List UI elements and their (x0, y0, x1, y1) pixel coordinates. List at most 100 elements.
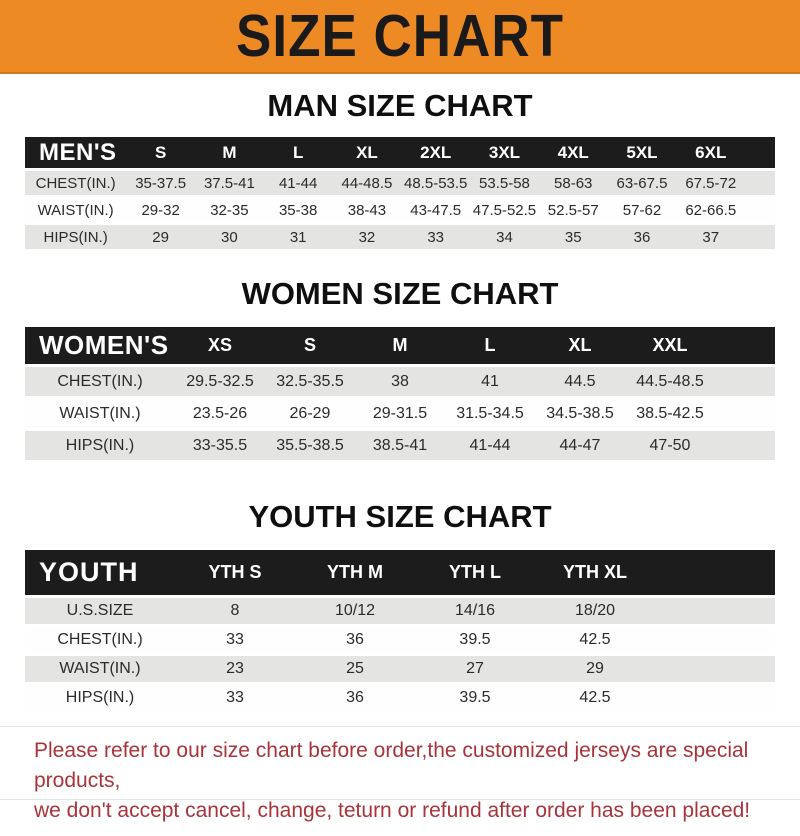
column-header: L (263, 137, 333, 168)
section-men: MAN SIZE CHART MEN'S S M L XL 2XL 3XL 4XL 5XL 6XL C… (0, 88, 800, 252)
column-header: XXL (625, 327, 715, 364)
row-label: WAIST(IN.) (25, 399, 175, 428)
women-size-table: WOMEN'S XS S M L XL XXL CHEST(IN.) 29.5-32.5 32.5… (25, 324, 775, 463)
size-cell: 39.5 (415, 685, 535, 711)
table-row: CHEST(IN.) 35-37.5 37.5-41 41-44 44-48.5 48.5… (25, 171, 775, 195)
filler-cell (745, 225, 775, 249)
row-label: HIPS(IN.) (25, 685, 175, 711)
filler-cell (715, 327, 775, 364)
size-cell: 23 (175, 656, 295, 682)
filler-cell (715, 367, 775, 396)
filler-cell (715, 399, 775, 428)
section-women: WOMEN SIZE CHART WOMEN'S XS S M L XL XXL CHEST(I… (0, 276, 800, 463)
notice-line-1: Please refer to our size chart before or… (34, 739, 749, 792)
size-cell: 63-67.5 (607, 171, 677, 195)
size-cell: 38 (355, 367, 445, 396)
size-cell: 48.5-53.5 (401, 171, 471, 195)
size-cell: 31 (263, 225, 333, 249)
size-cell: 39.5 (415, 627, 535, 653)
row-label: WAIST(IN.) (25, 656, 175, 682)
row-label: WAIST(IN.) (25, 198, 127, 222)
size-cell: 33-35.5 (175, 431, 265, 460)
size-cell: 18/20 (535, 598, 655, 624)
size-cell: 38-43 (332, 198, 402, 222)
table-row: CHEST(IN.) 33 36 39.5 42.5 (25, 627, 775, 653)
column-header: YTH L (415, 550, 535, 595)
size-cell: 43-47.5 (401, 198, 471, 222)
size-cell: 29.5-32.5 (175, 367, 265, 396)
column-header: S (126, 137, 196, 168)
size-cell: 23.5-26 (175, 399, 265, 428)
column-header: 2XL (401, 137, 471, 168)
size-cell: 47.5-52.5 (470, 198, 539, 222)
row-label: CHEST(IN.) (25, 367, 175, 396)
filler-cell (745, 137, 775, 168)
section-title-youth: YOUTH SIZE CHART (248, 499, 552, 534)
size-cell: 34 (470, 225, 539, 249)
size-cell: 41 (445, 367, 535, 396)
size-cell: 35-38 (263, 198, 333, 222)
filler-cell (745, 198, 775, 222)
size-cell: 8 (175, 598, 295, 624)
filler-cell (655, 656, 775, 682)
size-cell: 27 (415, 656, 535, 682)
column-header: XS (175, 327, 265, 364)
section-title-women: WOMEN SIZE CHART (241, 276, 559, 311)
footer-notice: Please refer to our size chart before or… (0, 726, 800, 836)
column-header: 6XL (676, 137, 746, 168)
row-label: U.S.SIZE (25, 598, 175, 624)
group-label-women: WOMEN'S (25, 327, 175, 364)
size-cell: 33 (175, 685, 295, 711)
size-cell: 32 (332, 225, 402, 249)
column-header: 4XL (538, 137, 608, 168)
size-cell: 42.5 (535, 627, 655, 653)
column-header: 5XL (607, 137, 677, 168)
size-cell: 44.5 (535, 367, 625, 396)
men-size-table: MEN'S S M L XL 2XL 3XL 4XL 5XL 6XL CHEST(IN.) 35-37… (25, 134, 775, 252)
size-cell: 30 (195, 225, 264, 249)
filler-cell (655, 685, 775, 711)
size-chart-sections: MAN SIZE CHART MEN'S S M L XL 2XL 3XL 4XL 5XL 6XL C… (0, 88, 800, 714)
size-cell: 32-35 (195, 198, 264, 222)
size-cell: 37.5-41 (195, 171, 264, 195)
size-cell: 29 (535, 656, 655, 682)
size-cell: 44-47 (535, 431, 625, 460)
size-cell: 35.5-38.5 (265, 431, 355, 460)
size-cell: 53.5-58 (470, 171, 539, 195)
table-row: HIPS(IN.) 29 30 31 32 33 34 35 36 37 (25, 225, 775, 249)
section-title-men: MAN SIZE CHART (267, 88, 533, 123)
size-cell: 36 (295, 685, 415, 711)
filler-cell (655, 627, 775, 653)
notice-line-2: we don't accept cancel, change, teturn o… (34, 799, 751, 822)
size-cell: 35 (538, 225, 608, 249)
size-cell: 29 (126, 225, 196, 249)
size-cell: 41-44 (263, 171, 333, 195)
column-header: XL (332, 137, 402, 168)
banner: SIZE CHART (0, 0, 800, 74)
table-row: CHEST(IN.) 29.5-32.5 32.5-35.5 38 41 44.5 44.5… (25, 367, 775, 396)
size-cell: 47-50 (625, 431, 715, 460)
size-cell: 67.5-72 (676, 171, 746, 195)
size-cell: 26-29 (265, 399, 355, 428)
size-cell: 41-44 (445, 431, 535, 460)
column-header: M (195, 137, 264, 168)
size-cell: 33 (175, 627, 295, 653)
column-header: M (355, 327, 445, 364)
size-cell: 32.5-35.5 (265, 367, 355, 396)
size-cell: 29-31.5 (355, 399, 445, 428)
filler-cell (715, 431, 775, 460)
section-youth: YOUTH SIZE CHART YOUTH YTH S YTH M YTH L YTH … (0, 499, 800, 714)
size-cell: 58-63 (538, 171, 608, 195)
table-row: U.S.SIZE 8 10/12 14/16 18/20 (25, 598, 775, 624)
size-cell: 36 (607, 225, 677, 249)
column-header: YTH M (295, 550, 415, 595)
row-label: CHEST(IN.) (25, 627, 175, 653)
row-label: HIPS(IN.) (25, 225, 127, 249)
table-row: WAIST(IN.) 29-32 32-35 35-38 38-43 43-47.5 47.… (25, 198, 775, 222)
column-header: S (265, 327, 355, 364)
table-row: WAIST(IN.) 23 25 27 29 (25, 656, 775, 682)
table-row: WAIST(IN.) 23.5-26 26-29 29-31.5 31.5-34.5 34… (25, 399, 775, 428)
size-cell: 44-48.5 (332, 171, 402, 195)
size-cell: 10/12 (295, 598, 415, 624)
